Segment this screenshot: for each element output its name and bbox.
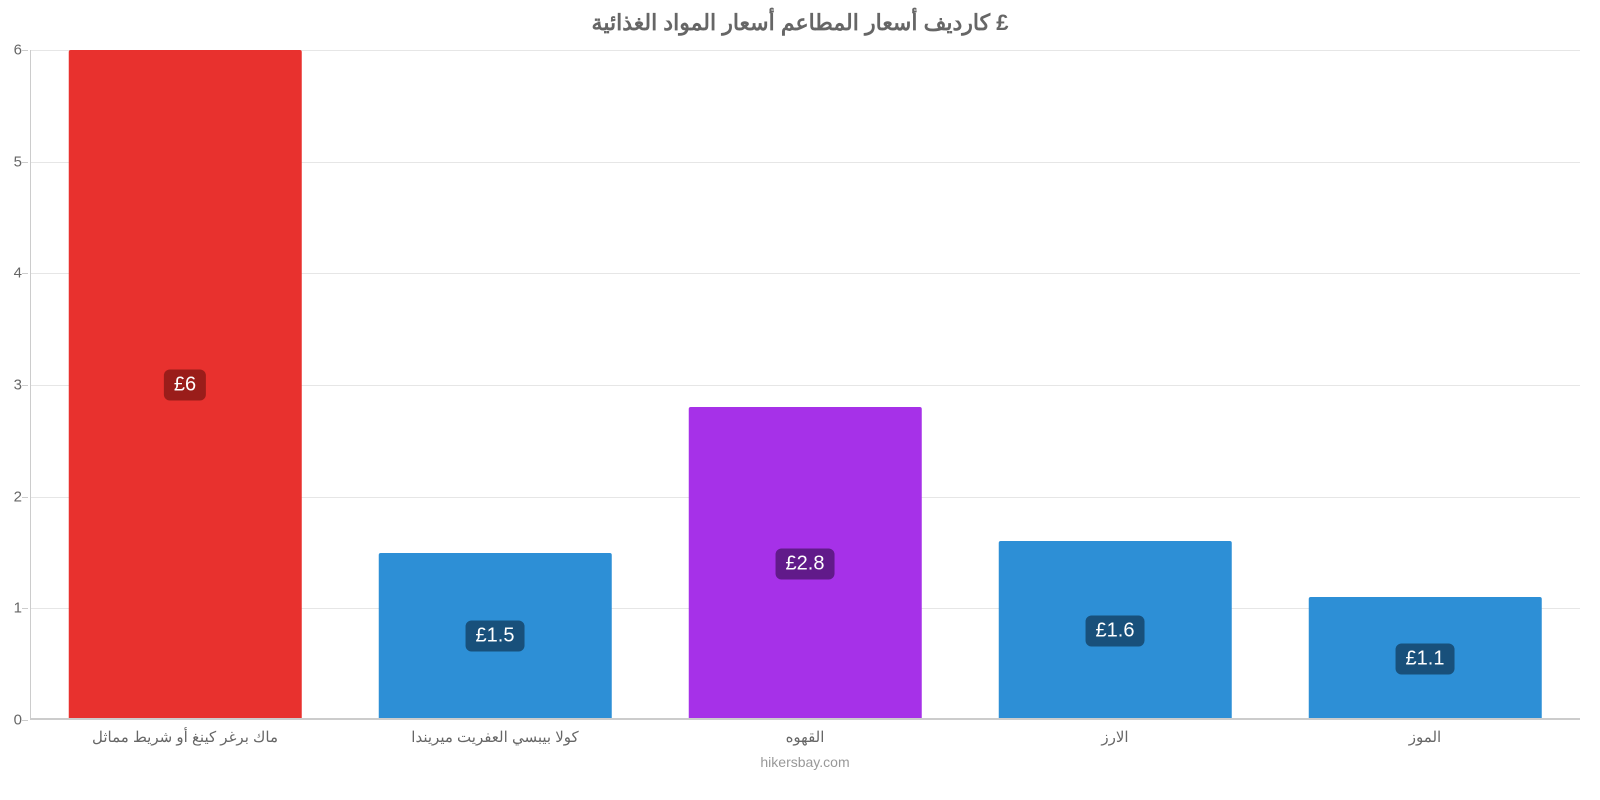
value-badge: £1.1 [1396, 643, 1455, 674]
y-tick-mark [22, 162, 28, 163]
x-axis-label: الموز [1270, 728, 1580, 746]
x-axis-label: الارز [960, 728, 1270, 746]
bar-slot: £2.8 [650, 50, 960, 720]
plot-area: 0123456 £6£1.5£2.8£1.6£1.1 ماك برغر كينغ… [30, 50, 1580, 720]
y-tick-mark [22, 50, 28, 51]
bars-area: £6 £1.5 £2.8 £1.6 £1.1 [30, 50, 1580, 720]
chart-container: كارديف أسعار المطاعم أسعار المواد الغذائ… [0, 0, 1600, 800]
bar-slot: £6 [30, 50, 340, 720]
y-tick-mark [22, 720, 28, 721]
bar-slot: £1.1 [1270, 50, 1580, 720]
x-axis-label: ماك برغر كينغ أو شريط مماثل [30, 728, 340, 746]
chart-title: كارديف أسعار المطاعم أسعار المواد الغذائ… [0, 0, 1600, 36]
x-axis-label: القهوه [650, 728, 960, 746]
value-badge: £1.5 [466, 621, 525, 652]
y-tick-label: 1 [14, 600, 22, 617]
value-badge: £2.8 [776, 548, 835, 579]
value-badge: £6 [164, 370, 206, 401]
y-tick-label: 6 [14, 42, 22, 59]
bar-slot: £1.6 [960, 50, 1270, 720]
y-tick-label: 3 [14, 377, 22, 394]
y-tick-mark [22, 497, 28, 498]
y-tick-label: 0 [14, 712, 22, 729]
x-axis-baseline [30, 718, 1580, 720]
y-tick-mark [22, 273, 28, 274]
y-tick-mark [22, 385, 28, 386]
y-tick-label: 4 [14, 265, 22, 282]
y-tick-mark [22, 608, 28, 609]
attribution-text: hikersbay.com [30, 754, 1580, 770]
x-axis-label: كولا بيبسي العفريت ميريندا [340, 728, 650, 746]
value-badge: £1.6 [1086, 615, 1145, 646]
y-tick-label: 2 [14, 488, 22, 505]
y-tick-label: 5 [14, 153, 22, 170]
bar-slot: £1.5 [340, 50, 650, 720]
